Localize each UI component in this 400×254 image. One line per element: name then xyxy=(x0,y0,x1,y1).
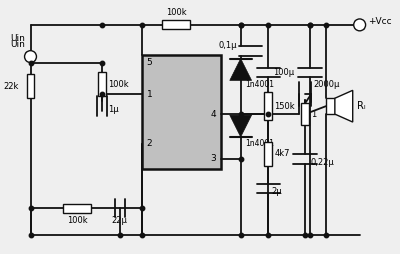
Text: 1n4001: 1n4001 xyxy=(246,80,275,89)
Text: 4: 4 xyxy=(210,110,216,119)
Bar xyxy=(26,74,34,98)
Text: 2000μ: 2000μ xyxy=(313,80,340,89)
Text: 3: 3 xyxy=(210,154,216,163)
Text: 150k: 150k xyxy=(274,102,295,111)
Text: 100k: 100k xyxy=(166,8,186,17)
Text: 4k7: 4k7 xyxy=(274,149,290,158)
Text: 100k: 100k xyxy=(67,216,88,225)
Text: +Vcc: +Vcc xyxy=(368,18,391,26)
Bar xyxy=(63,204,91,213)
Bar xyxy=(326,98,335,114)
Text: 1μ: 1μ xyxy=(108,105,118,114)
Text: 100k: 100k xyxy=(108,80,128,89)
Polygon shape xyxy=(335,90,353,122)
Text: 0,1μ: 0,1μ xyxy=(218,41,237,50)
Bar xyxy=(142,55,221,169)
Text: 1: 1 xyxy=(146,90,152,99)
Bar xyxy=(162,20,190,29)
Text: Uin: Uin xyxy=(11,34,26,43)
Bar xyxy=(98,72,106,96)
Bar xyxy=(264,142,272,166)
Polygon shape xyxy=(230,115,252,137)
Text: 22μ: 22μ xyxy=(112,216,128,225)
Text: 1: 1 xyxy=(311,110,316,119)
Circle shape xyxy=(354,19,366,31)
Text: 5: 5 xyxy=(146,58,152,67)
Text: 100μ: 100μ xyxy=(273,68,294,77)
Polygon shape xyxy=(230,59,252,81)
Bar xyxy=(301,103,309,125)
Text: Uin: Uin xyxy=(11,40,26,49)
Text: 1n4001: 1n4001 xyxy=(246,139,275,148)
Text: 2: 2 xyxy=(146,139,152,148)
Text: 2μ: 2μ xyxy=(272,187,282,196)
Text: Rₗ: Rₗ xyxy=(357,101,365,111)
Text: 22k: 22k xyxy=(3,82,19,91)
Circle shape xyxy=(24,51,36,62)
Text: 0,22μ: 0,22μ xyxy=(310,158,334,167)
Bar xyxy=(264,92,272,120)
